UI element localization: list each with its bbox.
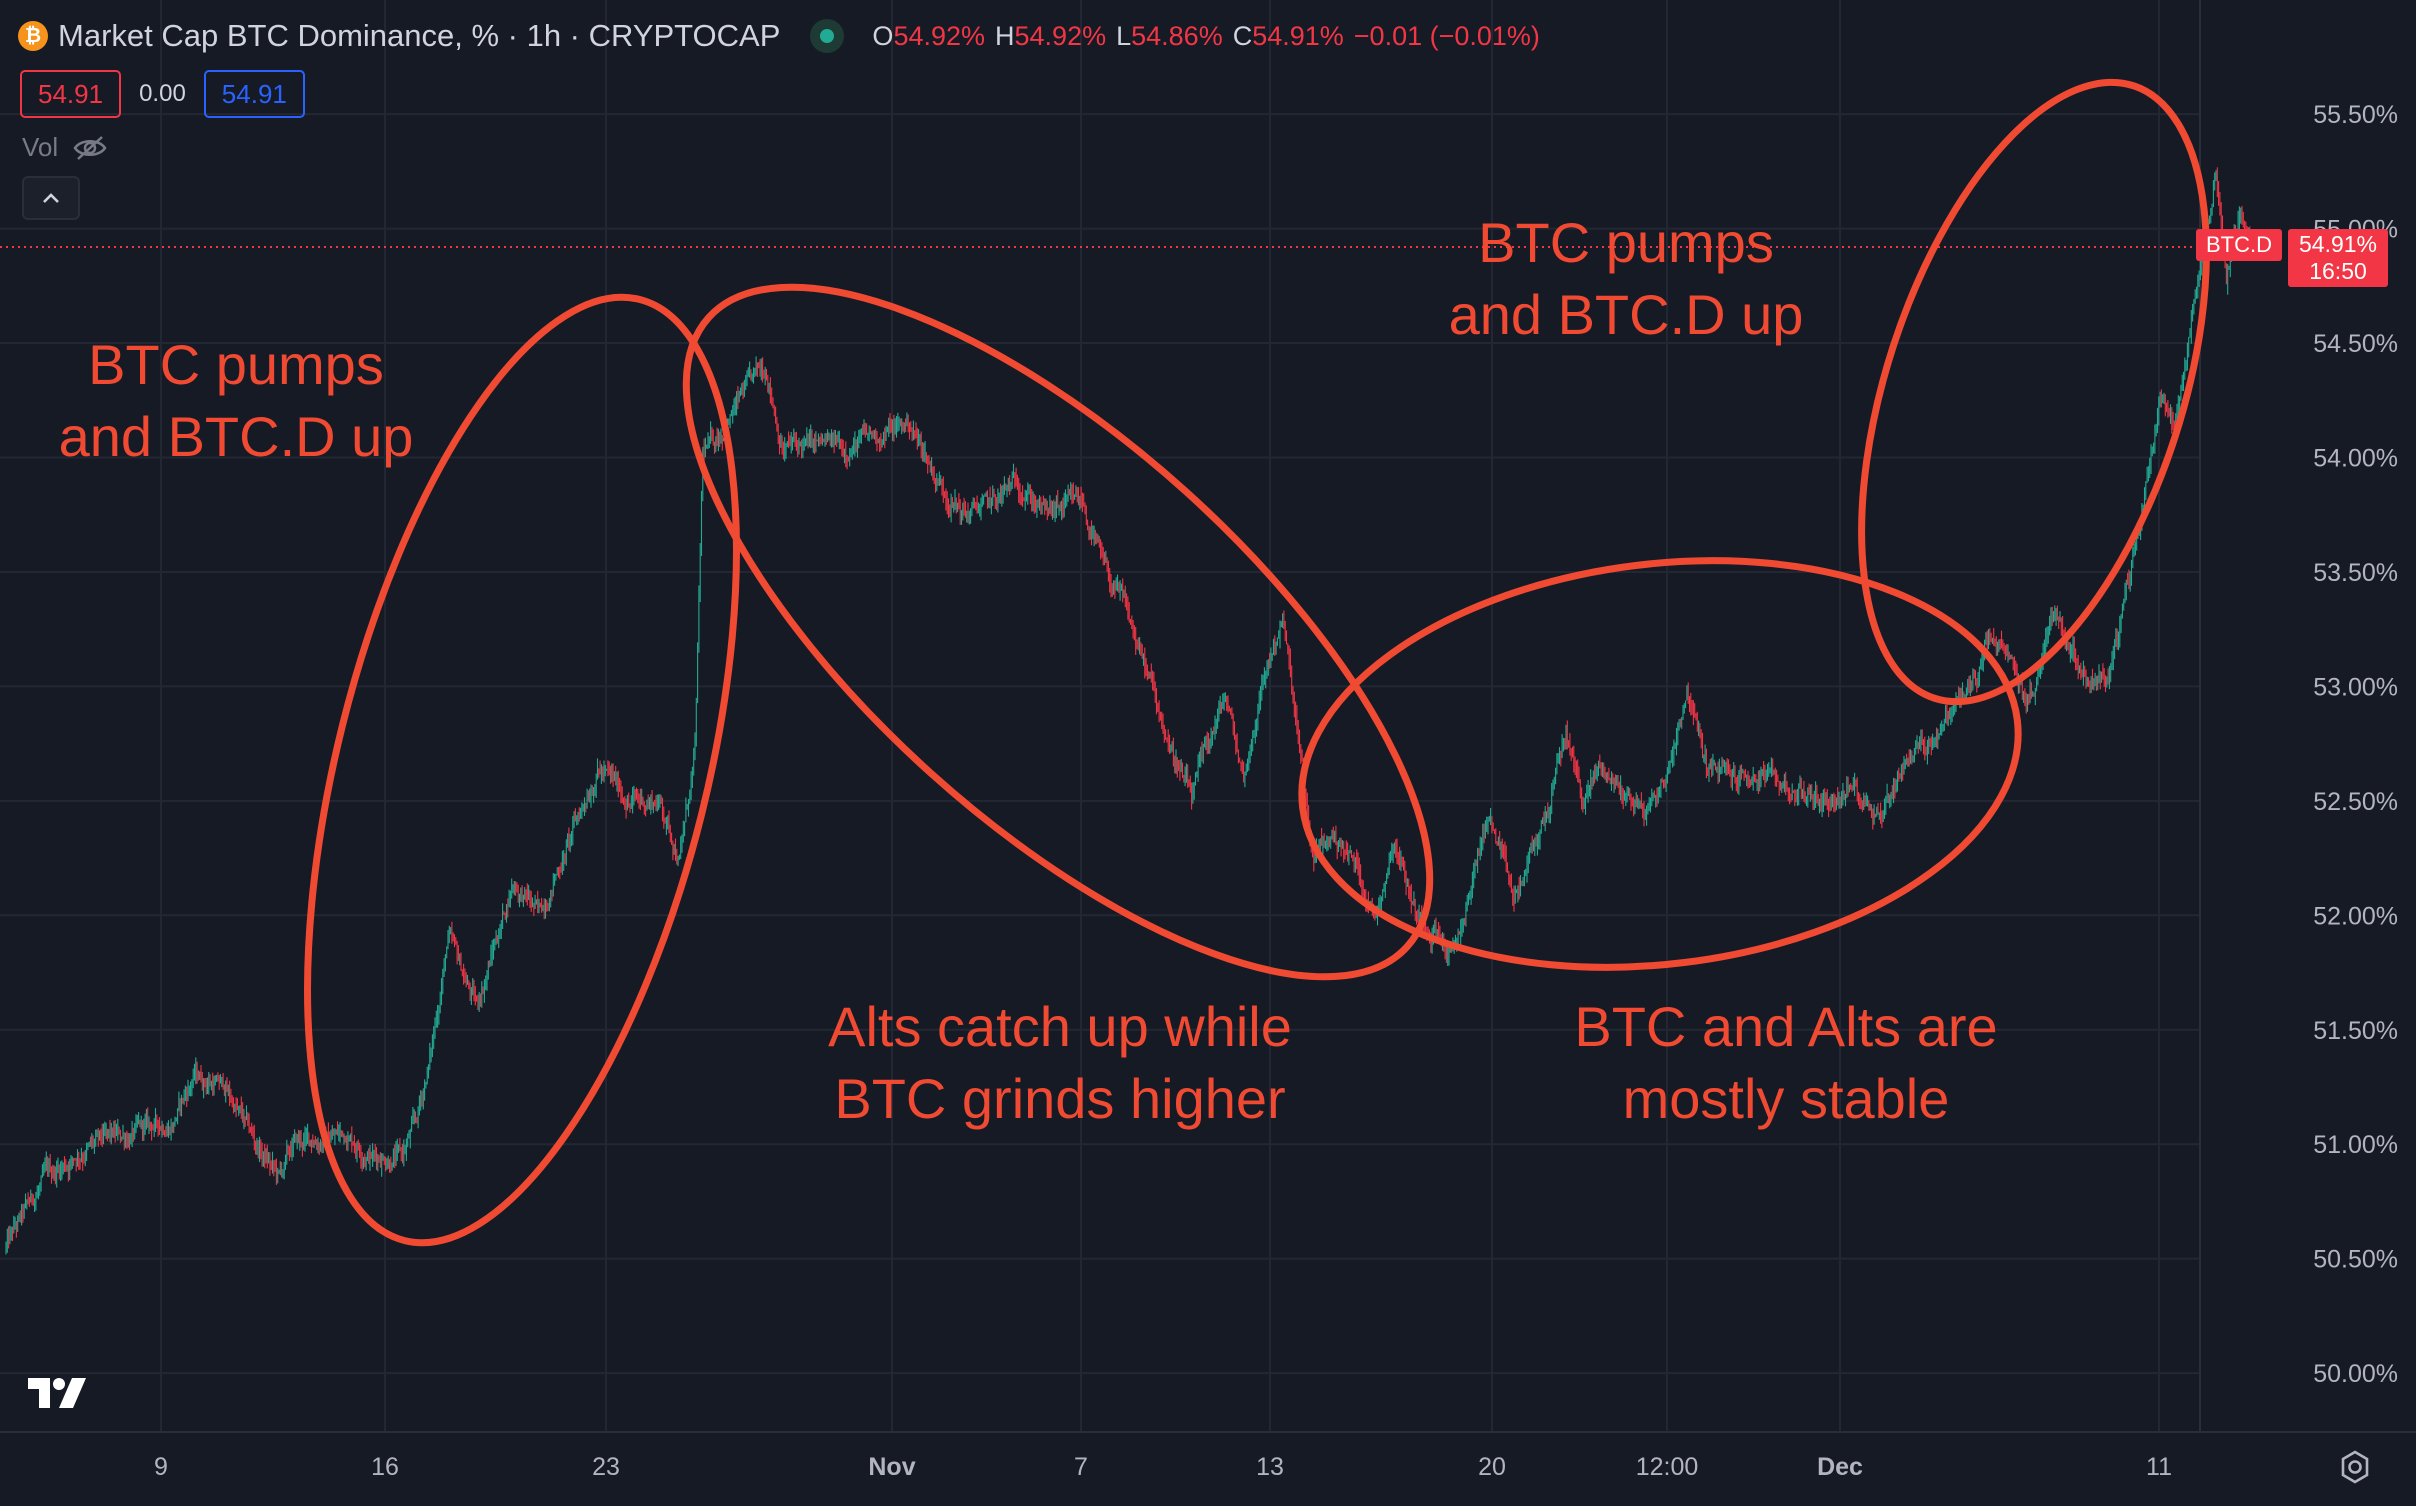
price-tick-label: 52.50%	[2313, 788, 2398, 816]
candlestick-series	[5, 167, 2256, 1255]
annotation-text-3b: BTC grinds higher	[834, 1067, 1285, 1130]
price-tick-label: 51.00%	[2313, 1131, 2398, 1159]
price-tick-label: 53.00%	[2313, 673, 2398, 701]
ohlc-high-value: 54.92%	[1014, 20, 1107, 51]
ohlc-values: O54.92% H54.92% L54.86% C54.91% −0.01 (−…	[872, 21, 1540, 52]
annotation-text-1b: and BTC.D up	[59, 405, 414, 468]
annotation-texts: BTC pumps and BTC.D up BTC pumps and BTC…	[59, 211, 1998, 1130]
price-tick-label: 55.50%	[2313, 101, 2398, 129]
price-tick-label: 53.50%	[2313, 559, 2398, 587]
annotation-ellipse-1	[304, 293, 740, 1247]
chevron-up-icon	[43, 193, 59, 203]
price-tick-label: 52.00%	[2313, 902, 2398, 930]
time-tick-label: 12:00	[1636, 1453, 1699, 1481]
bid-ask-row: 54.91 0.00 54.91	[20, 70, 305, 118]
volume-indicator[interactable]: Vol	[22, 132, 108, 163]
bar-countdown: 16:50	[2309, 258, 2367, 284]
annotation-text-2b: and BTC.D up	[1449, 283, 1804, 346]
time-tick-label: 7	[1074, 1453, 1088, 1481]
symbol-title[interactable]: Market Cap BTC Dominance, % · 1h · CRYPT…	[58, 18, 781, 53]
legend-header: ₿ Market Cap BTC Dominance, % · 1h · CRY…	[18, 16, 1540, 56]
bitcoin-logo-icon: ₿	[18, 21, 48, 51]
chart-grid	[0, 0, 2200, 1432]
ohlc-open-value: 54.92%	[893, 20, 986, 51]
ohlc-low-label: L	[1116, 20, 1132, 51]
annotation-ellipse-2	[682, 283, 1434, 981]
time-tick-label: Dec	[1817, 1453, 1863, 1481]
last-price-label: BTC.D 54.91% 16:50	[2196, 229, 2408, 287]
price-tick-label: 50.50%	[2313, 1246, 2398, 1274]
tradingview-logo-icon[interactable]	[26, 1374, 90, 1414]
ohlc-high-label: H	[995, 20, 1015, 51]
ohlc-open-label: O	[872, 20, 894, 51]
time-tick-label: 11	[2146, 1453, 2172, 1481]
spread-value: 0.00	[139, 80, 186, 107]
gear-icon[interactable]	[2338, 1450, 2372, 1484]
last-price-value: 54.91%	[2298, 231, 2377, 257]
annotation-ellipse-4	[1858, 78, 2210, 706]
price-axis: 55.50%55.00%54.50%54.00%53.50%53.00%52.5…	[2313, 101, 2398, 1388]
time-tick-label: 23	[592, 1453, 620, 1481]
time-tick-label: 16	[371, 1453, 399, 1481]
time-tick-label: Nov	[868, 1453, 915, 1481]
last-price-symbol: BTC.D	[2196, 229, 2282, 261]
annotation-ellipses	[304, 78, 2210, 1247]
hidden-eye-icon[interactable]	[72, 134, 108, 162]
price-tick-label: 54.00%	[2313, 445, 2398, 473]
price-tick-label: 50.00%	[2313, 1360, 2398, 1388]
collapse-legend-button[interactable]	[22, 176, 80, 220]
annotation-text-4b: mostly stable	[1623, 1067, 1950, 1130]
time-tick-label: 20	[1478, 1453, 1506, 1481]
sell-price-button[interactable]: 54.91	[20, 70, 122, 118]
annotation-text-3a: Alts catch up while	[828, 995, 1292, 1058]
ohlc-close-value: 54.91%	[1252, 20, 1344, 51]
time-tick-label: 13	[1256, 1453, 1284, 1481]
time-tick-label: 9	[154, 1453, 168, 1481]
annotation-ellipse-3	[1298, 557, 2022, 971]
volume-label: Vol	[22, 132, 59, 162]
price-tick-label: 51.50%	[2313, 1017, 2398, 1045]
buy-price-button[interactable]: 54.91	[203, 70, 305, 118]
annotation-text-2a: BTC pumps	[1478, 211, 1774, 274]
annotation-text-4a: BTC and Alts are	[1574, 995, 1997, 1058]
price-tick-label: 54.50%	[2313, 330, 2398, 358]
change-value: −0.01 (−0.01%)	[1353, 20, 1540, 51]
market-status-icon[interactable]	[810, 19, 845, 53]
time-axis: 9 16 23 Nov 7 13 20 12:00 Dec 11	[154, 1453, 2172, 1481]
annotation-text-1a: BTC pumps	[88, 333, 384, 396]
ohlc-low-value: 54.86%	[1131, 20, 1223, 51]
ohlc-close-label: C	[1232, 20, 1253, 51]
